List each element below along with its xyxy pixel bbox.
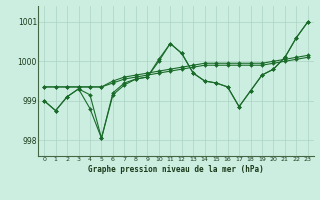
X-axis label: Graphe pression niveau de la mer (hPa): Graphe pression niveau de la mer (hPa) bbox=[88, 165, 264, 174]
